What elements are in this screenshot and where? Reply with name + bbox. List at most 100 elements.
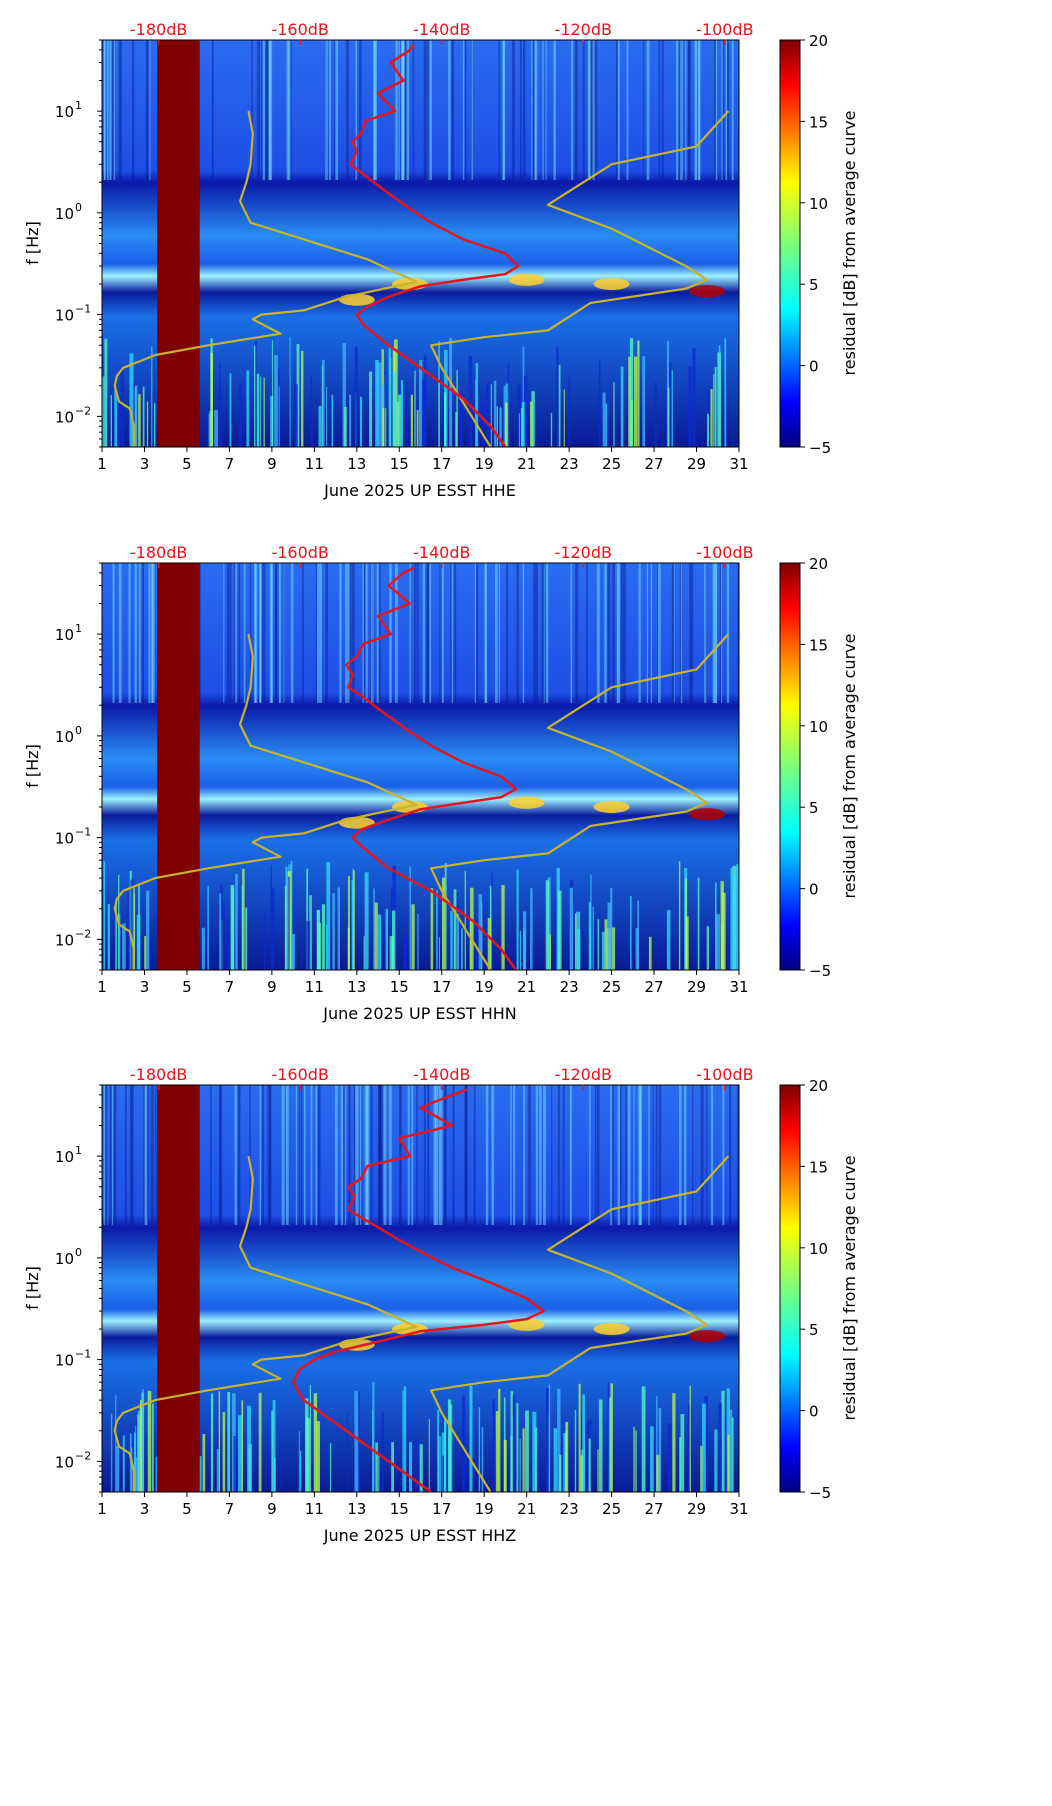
top-db-label: -120dB (555, 20, 612, 39)
hf-streak (658, 563, 661, 703)
hf-streak (257, 40, 260, 180)
hf-streak (406, 40, 409, 180)
hf-streak (400, 1085, 402, 1225)
event-streak (384, 371, 386, 447)
event-streak (288, 876, 290, 970)
event-streak (507, 363, 510, 447)
noise-model-curve (430, 110, 730, 447)
event-streak (137, 885, 140, 970)
event-streak (680, 1414, 685, 1492)
hf-streak (281, 1085, 285, 1225)
event-streak (530, 401, 533, 447)
event-streak (146, 401, 149, 447)
event-streak (329, 1443, 332, 1492)
event-streak (144, 936, 147, 970)
colorbar: 20 15 10 5 0 −5 (779, 555, 831, 980)
event-streak (611, 927, 616, 970)
hf-streak (359, 40, 362, 180)
colorbar-tick-label: 20 (809, 555, 828, 573)
x-tick-label: 23 (560, 978, 579, 996)
event-streak (607, 902, 611, 970)
event-streak (135, 1421, 138, 1492)
hf-streak (370, 1085, 373, 1225)
spectrogram-image (102, 563, 739, 970)
hf-streak (365, 563, 368, 703)
hf-streak (106, 1085, 109, 1225)
noise-model-curve (113, 1155, 418, 1492)
colorbar-tick-label: 10 (809, 718, 828, 736)
x-tick-label: 3 (140, 978, 150, 996)
y-tick-label: 10 (55, 1352, 74, 1370)
event-streak (503, 385, 506, 447)
event-streak (140, 1399, 142, 1492)
colorbar-tick-label: 15 (809, 1158, 828, 1176)
event-streak (347, 927, 350, 970)
hf-streak (586, 563, 588, 703)
hf-streak (679, 563, 683, 703)
event-streak (685, 878, 687, 970)
event-streak (398, 394, 402, 447)
event-streak (650, 1426, 654, 1492)
event-streak (410, 394, 413, 447)
hf-streak (594, 40, 598, 180)
event-streak (633, 1426, 635, 1492)
hf-streak (426, 40, 429, 180)
event-streak (372, 1382, 375, 1492)
event-streak (406, 382, 408, 447)
hf-streak (569, 1085, 572, 1225)
hf-streak (679, 1085, 682, 1225)
x-tick-label: 17 (432, 978, 451, 996)
event-streak (669, 362, 672, 447)
hf-streak (370, 563, 374, 703)
x-tick-label: 25 (602, 1500, 621, 1518)
event-streak (411, 904, 415, 970)
hf-streak (450, 563, 453, 703)
event-streak (499, 407, 502, 447)
event-streak (692, 347, 696, 447)
hf-streak (325, 40, 327, 180)
event-streak (321, 359, 325, 447)
hf-streak (310, 1085, 313, 1225)
hf-streak (233, 563, 235, 703)
hf-streak (590, 40, 593, 180)
x-tick-label: 9 (267, 1500, 277, 1518)
hf-streak (575, 563, 579, 703)
x-tick-label: 15 (390, 978, 409, 996)
hf-streak (298, 1085, 300, 1225)
hf-streak (698, 40, 701, 180)
hf-streak (259, 1085, 261, 1225)
hf-streak (351, 563, 355, 703)
hf-streak (374, 40, 377, 180)
event-streak (354, 1391, 359, 1492)
hf-streak (485, 1085, 489, 1225)
hf-streak (485, 563, 488, 703)
event-streak (214, 410, 218, 447)
hf-streak (684, 1085, 687, 1225)
event-streak (713, 374, 715, 447)
hf-streak (234, 1085, 238, 1225)
hf-streak (346, 40, 349, 180)
hf-streak (617, 563, 620, 703)
hf-streak (113, 40, 116, 180)
hf-streak (348, 1085, 350, 1225)
event-streak (233, 1436, 236, 1492)
hf-streak (595, 1085, 597, 1225)
event-streak (498, 1388, 501, 1492)
hf-streak (619, 1085, 622, 1225)
hf-streak (303, 1085, 306, 1225)
event-streak (437, 1436, 442, 1492)
hf-streak (453, 1085, 455, 1225)
noise-model-curve (430, 633, 730, 970)
hf-streak (638, 563, 641, 703)
x-axis-label: June 2025 UP ESST HHE (323, 481, 516, 500)
event-streak (258, 1392, 262, 1492)
hf-streak (695, 40, 697, 180)
event-streak (725, 413, 727, 447)
event-streak (601, 931, 605, 970)
panel-hhz: 1 3 5 7 9 11 13 15 17 19 21 23 25 27 29 31 10−210−110 01… (23, 1065, 859, 1545)
x-tick-label: 3 (140, 1500, 150, 1518)
hf-streak (498, 40, 500, 180)
event-streak (242, 868, 245, 970)
hf-streak (485, 563, 487, 703)
event-streak (635, 928, 639, 970)
